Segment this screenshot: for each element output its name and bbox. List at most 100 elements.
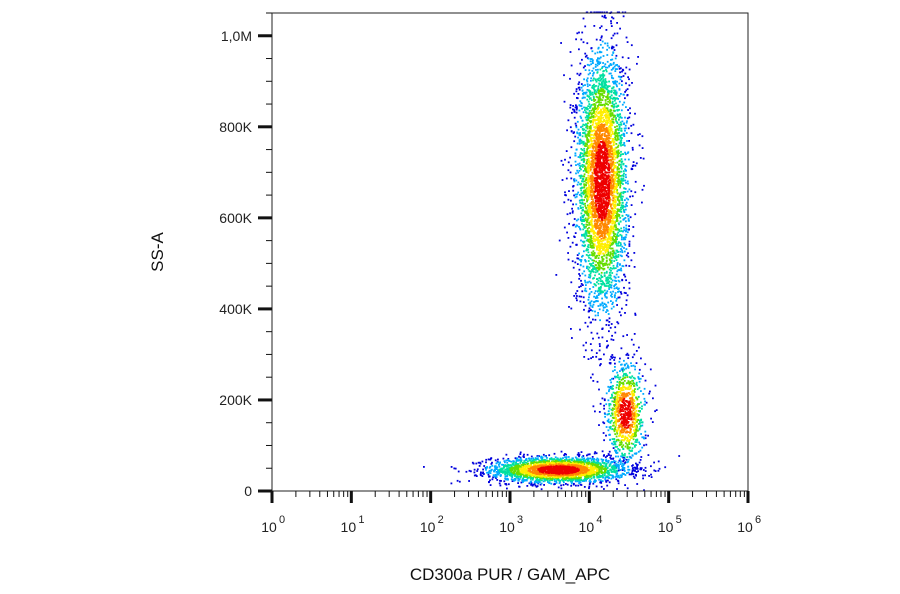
data-point — [642, 474, 644, 477]
data-point — [598, 289, 601, 291]
data-point — [611, 241, 614, 244]
data-point — [479, 461, 481, 464]
data-point — [624, 179, 627, 182]
data-point — [583, 159, 586, 161]
data-point — [595, 91, 598, 93]
data-point — [617, 276, 620, 278]
data-point — [628, 388, 631, 391]
data-point — [585, 123, 588, 126]
data-point — [520, 481, 523, 484]
data-point — [519, 462, 522, 464]
data-point — [625, 458, 628, 461]
data-point — [640, 419, 642, 421]
data-point — [543, 478, 546, 480]
data-point — [618, 311, 621, 314]
data-point — [586, 83, 589, 86]
data-point — [580, 212, 583, 215]
data-point — [613, 440, 616, 443]
data-point — [618, 118, 620, 121]
data-point — [557, 477, 560, 479]
data-point — [614, 460, 617, 463]
data-point — [630, 168, 633, 171]
data-point — [582, 455, 585, 457]
data-point — [541, 457, 544, 460]
data-point — [630, 190, 633, 193]
data-point — [567, 258, 570, 261]
data-point — [623, 470, 626, 472]
data-point — [498, 482, 501, 485]
data-point — [626, 461, 628, 464]
data-point — [612, 267, 615, 269]
data-point — [610, 300, 612, 302]
data-point — [623, 211, 626, 213]
data-point — [617, 255, 620, 258]
data-point — [618, 215, 621, 217]
data-point — [622, 218, 625, 221]
data-point — [607, 110, 610, 113]
data-point — [587, 170, 590, 172]
data-point — [619, 441, 621, 444]
data-point — [590, 145, 593, 148]
data-point — [602, 76, 604, 79]
data-point — [592, 240, 595, 243]
data-point — [678, 455, 681, 457]
data-point — [591, 143, 594, 145]
data-point — [596, 64, 599, 67]
data-point — [601, 258, 604, 260]
data-point — [578, 268, 581, 271]
data-point — [528, 472, 530, 475]
data-point — [583, 160, 585, 163]
data-point — [605, 475, 608, 478]
data-point — [632, 384, 635, 387]
data-point — [610, 104, 613, 107]
data-point — [616, 80, 618, 83]
data-point — [592, 84, 595, 87]
data-point — [618, 459, 621, 462]
data-point — [570, 146, 573, 149]
data-point — [625, 374, 627, 377]
data-point — [627, 364, 629, 367]
data-point — [615, 44, 618, 47]
data-point — [636, 438, 639, 441]
data-point — [654, 384, 657, 387]
data-point — [614, 57, 617, 60]
data-point — [507, 464, 510, 467]
data-point — [600, 117, 603, 120]
data-point — [625, 127, 627, 130]
data-point — [528, 457, 530, 460]
data-point — [592, 108, 595, 110]
data-point — [582, 462, 585, 464]
data-point — [598, 260, 601, 262]
data-point — [614, 228, 617, 231]
data-point — [612, 212, 614, 215]
data-point — [498, 472, 501, 474]
data-point — [623, 459, 625, 461]
data-point — [616, 217, 619, 220]
data-point — [634, 435, 637, 438]
data-point — [615, 405, 617, 408]
data-point — [598, 470, 600, 473]
data-point — [585, 233, 588, 236]
data-point — [594, 125, 597, 128]
data-point — [606, 98, 609, 100]
data-point — [566, 129, 568, 132]
data-point — [513, 464, 516, 466]
data-point — [610, 97, 612, 100]
data-point — [634, 427, 637, 429]
data-point — [601, 104, 604, 107]
data-point — [628, 455, 631, 458]
data-point — [638, 144, 641, 147]
data-point — [596, 51, 599, 54]
data-point — [540, 460, 543, 462]
data-point — [657, 469, 660, 472]
data-point — [625, 233, 628, 236]
data-point — [566, 479, 569, 482]
data-point — [530, 480, 533, 483]
data-point — [619, 460, 622, 462]
data-point — [592, 77, 595, 80]
data-point — [600, 485, 603, 488]
data-point — [575, 164, 577, 166]
data-point — [610, 396, 613, 399]
data-point — [578, 478, 580, 480]
data-point — [573, 116, 576, 119]
